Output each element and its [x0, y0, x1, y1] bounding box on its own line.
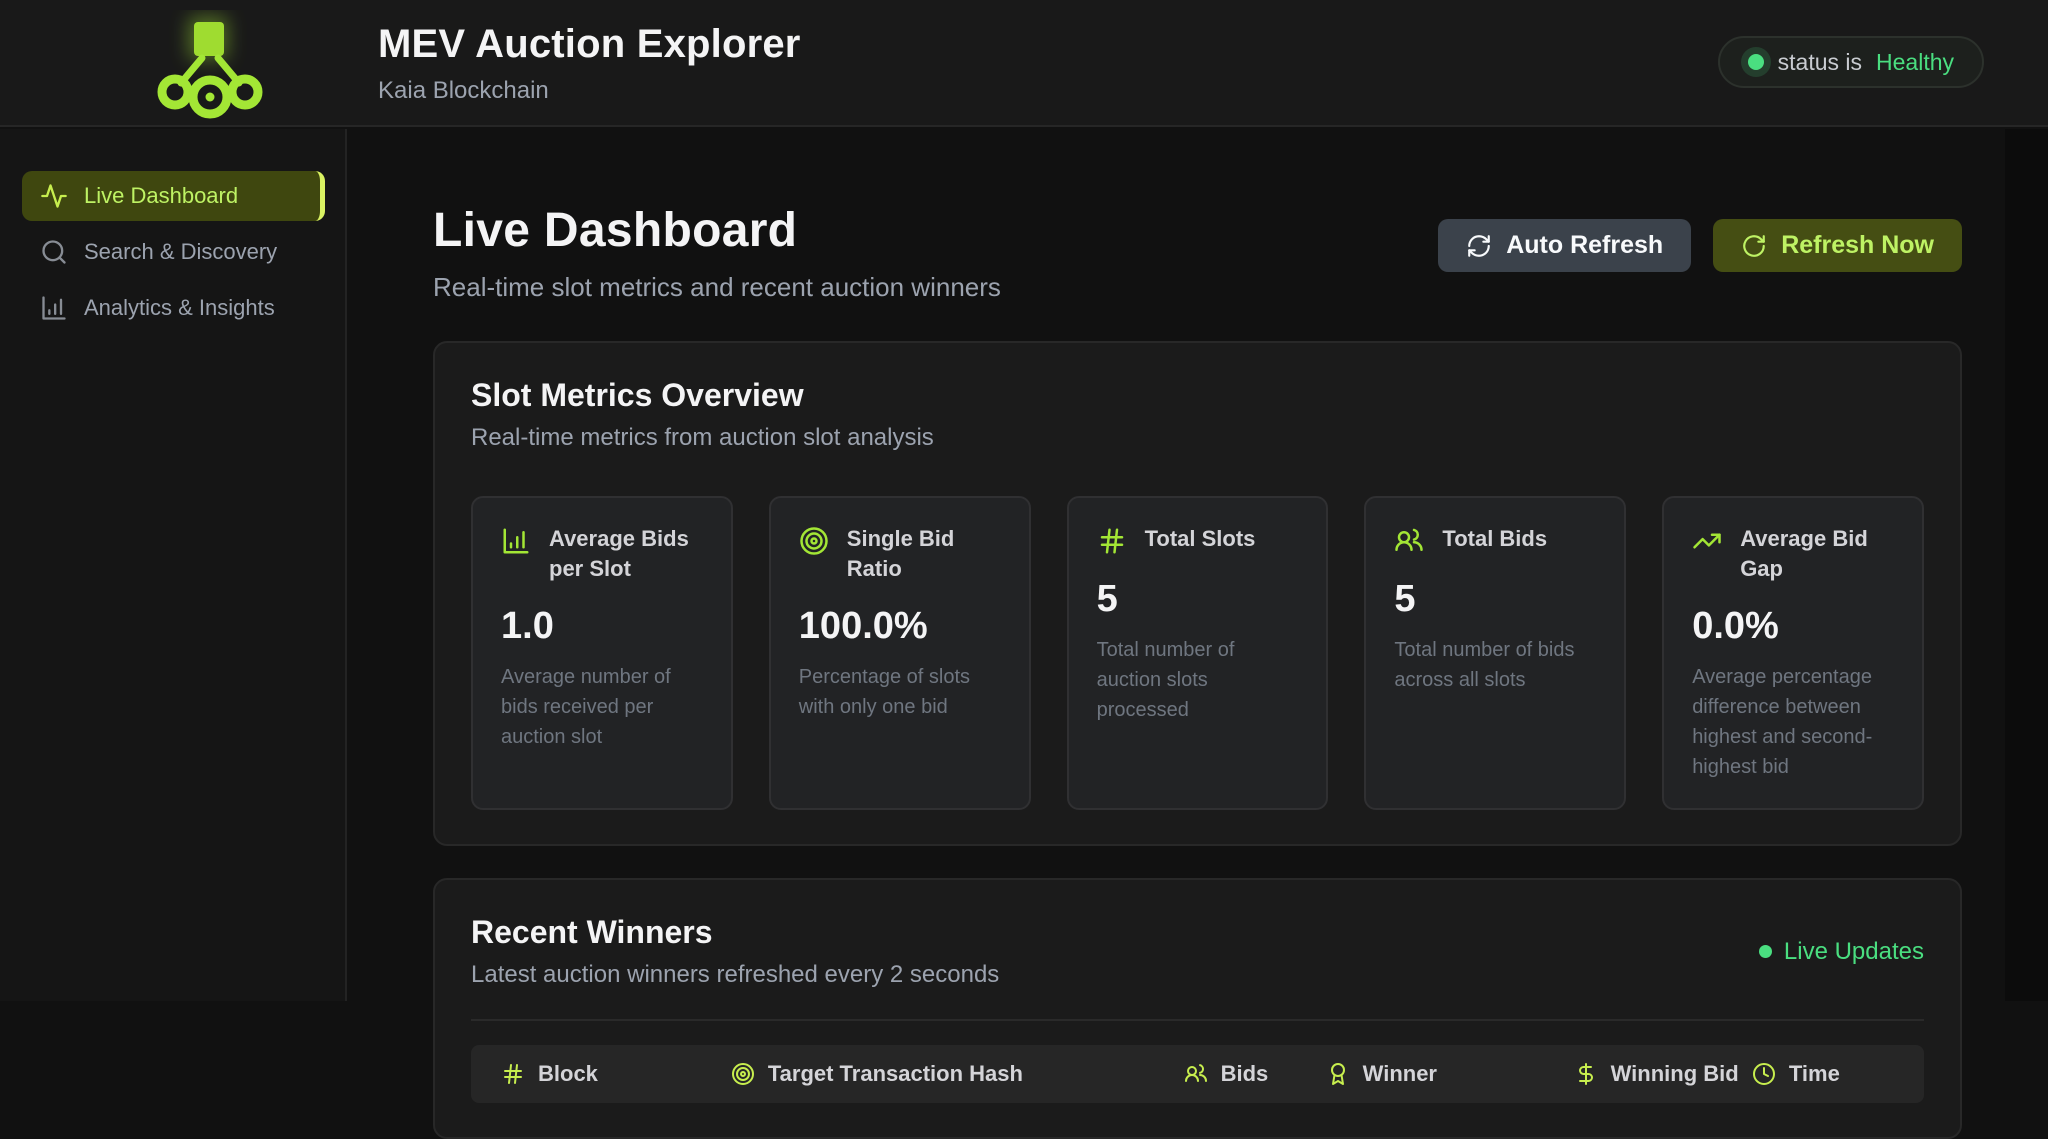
metric-description: Average percentage difference between hi… — [1692, 666, 1873, 779]
status-dot-icon — [1747, 54, 1764, 70]
scrollbar-track[interactable] — [2005, 129, 2048, 1001]
metric-tile-average-bid-gap: Average Bid Gap 0.0% Average percentage … — [1662, 496, 1924, 811]
target-icon — [799, 526, 829, 556]
dollar-icon — [1574, 1062, 1598, 1086]
sidebar-item-label: Search & Discovery — [84, 239, 278, 264]
app-header: MEV Auction Explorer Kaia Blockchain sta… — [0, 0, 2048, 127]
bar-chart-icon — [40, 294, 68, 322]
trending-up-icon — [1692, 526, 1722, 556]
auto-refresh-label: Auto Refresh — [1506, 231, 1664, 259]
award-icon — [1326, 1062, 1350, 1086]
metric-row: Average Bids per Slot 1.0 Average number… — [471, 496, 1924, 811]
live-updates-badge: Live Updates — [1758, 937, 1924, 966]
refresh-now-label: Refresh Now — [1781, 231, 1934, 259]
metric-description: Total number of auction slots processed — [1096, 639, 1235, 721]
sidebar-item-label: Analytics & Insights — [84, 295, 275, 320]
refresh-now-button[interactable]: Refresh Now — [1713, 219, 1962, 272]
metric-tile-single-bid-ratio: Single Bid Ratio 100.0% Percentage of sl… — [768, 496, 1031, 811]
column-label: Winner — [1362, 1061, 1437, 1087]
status-text: status is — [1777, 48, 1863, 75]
slot-metrics-card: Slot Metrics Overview Real-time metrics … — [433, 341, 1962, 847]
status-badge: status is Healthy — [1717, 36, 1984, 88]
slot-metrics-title: Slot Metrics Overview — [471, 377, 804, 413]
column-label: Bids — [1220, 1061, 1269, 1087]
metric-tile-avg-bids-per-slot: Average Bids per Slot 1.0 Average number… — [471, 496, 733, 811]
metric-tile-total-bids: Total Bids 5 Total number of bids across… — [1364, 496, 1627, 811]
auto-refresh-button[interactable]: Auto Refresh — [1438, 219, 1692, 272]
metric-value: 100.0% — [798, 605, 928, 648]
metric-value: 1.0 — [501, 605, 554, 648]
refresh-icon — [1741, 233, 1767, 259]
app-logo — [150, 10, 270, 120]
hash-icon — [1097, 526, 1127, 556]
page-header: Live Dashboard Real-time slot metrics an… — [433, 203, 1962, 303]
live-updates-label: Live Updates — [1783, 937, 1924, 965]
app-title: MEV Auction Explorer — [378, 22, 801, 66]
column-label: Target Transaction Hash — [767, 1061, 1023, 1087]
users-icon — [1184, 1062, 1208, 1086]
metric-label: Total Slots — [1144, 526, 1256, 551]
column-header-block: Block — [501, 1061, 731, 1087]
live-dot-icon — [1758, 945, 1772, 959]
sidebar-item-analytics-insights[interactable]: Analytics & Insights — [22, 283, 325, 333]
metric-description: Percentage of slots with only one bid — [798, 666, 971, 719]
sidebar-item-search-discovery[interactable]: Search & Discovery — [22, 227, 325, 277]
column-header-target-tx-hash: Target Transaction Hash — [731, 1061, 1184, 1087]
metric-label: Single Bid Ratio — [846, 526, 955, 581]
app-subtitle: Kaia Blockchain — [378, 77, 549, 104]
metric-label: Average Bid Gap — [1740, 526, 1868, 581]
slot-metrics-subtitle: Real-time metrics from auction slot anal… — [471, 424, 934, 451]
metric-value: 5 — [1096, 578, 1118, 620]
recent-winners-title: Recent Winners — [471, 914, 713, 951]
hash-icon — [501, 1062, 525, 1086]
mev-node-logo-icon — [157, 16, 263, 119]
bar-chart-icon — [501, 526, 531, 556]
page-subtitle: Real-time slot metrics and recent auctio… — [433, 272, 1001, 302]
column-header-winning-bid: Winning Bid — [1574, 1061, 1752, 1087]
page-title: Live Dashboard — [433, 204, 798, 257]
activity-icon — [40, 182, 68, 210]
recent-winners-card: Recent Winners Latest auction winners re… — [433, 878, 1962, 1139]
main-content: Live Dashboard Real-time slot metrics an… — [347, 129, 2048, 1139]
sidebar-item-label: Live Dashboard — [84, 183, 239, 208]
target-icon — [731, 1062, 755, 1086]
column-header-bids: Bids — [1184, 1061, 1326, 1087]
metric-value: 0.0% — [1692, 605, 1779, 648]
winners-table-header: Block Target Transaction Hash Bids Winne… — [471, 1045, 1924, 1104]
refresh-cycle-icon — [1466, 233, 1492, 259]
users-icon — [1394, 526, 1424, 556]
column-label: Time — [1788, 1061, 1840, 1087]
column-label: Winning Bid — [1610, 1061, 1739, 1087]
status-value: Healthy — [1876, 48, 1954, 75]
metric-label: Total Bids — [1442, 526, 1548, 551]
column-header-time: Time — [1752, 1061, 1894, 1087]
metric-description: Total number of bids across all slots — [1394, 639, 1575, 691]
sidebar: Live Dashboard Search & Discovery Analyt… — [0, 129, 347, 1001]
divider — [471, 1019, 1924, 1022]
search-icon — [40, 238, 68, 266]
sidebar-item-live-dashboard[interactable]: Live Dashboard — [22, 171, 325, 221]
metric-label: Average Bids per Slot — [549, 526, 689, 581]
metric-description: Average number of bids received per auct… — [501, 666, 671, 749]
column-header-winner: Winner — [1326, 1061, 1574, 1087]
metric-tile-total-slots: Total Slots 5 Total number of auction sl… — [1066, 496, 1329, 811]
column-label: Block — [538, 1061, 598, 1087]
clock-icon — [1752, 1062, 1776, 1086]
recent-winners-subtitle: Latest auction winners refreshed every 2… — [471, 961, 1000, 989]
metric-value: 5 — [1394, 578, 1416, 620]
